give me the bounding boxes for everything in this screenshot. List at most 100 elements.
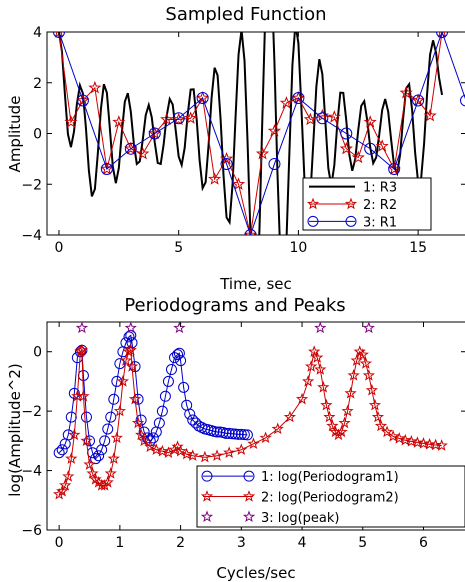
data-point <box>320 398 333 411</box>
series-layer <box>52 32 465 235</box>
data-point <box>338 416 351 429</box>
data-point <box>411 93 425 107</box>
y-axis-label: log(Amplitude^2) <box>6 363 24 497</box>
data-point <box>423 108 437 122</box>
data-point <box>68 428 81 441</box>
data-point <box>399 85 413 99</box>
legend-marker <box>242 490 256 502</box>
data-point <box>90 453 102 465</box>
data-point <box>223 446 236 458</box>
x-tick-label: 2 <box>176 535 185 551</box>
data-point <box>326 419 339 432</box>
data-point <box>62 470 75 482</box>
x-tick-label: 1 <box>115 535 124 551</box>
data-point <box>187 414 199 426</box>
data-point <box>368 398 382 411</box>
data-point <box>64 115 78 128</box>
data-point <box>110 431 123 444</box>
legend-entry: 3: log(peak) <box>261 511 340 526</box>
plot-marks <box>53 322 448 500</box>
data-point <box>335 425 348 438</box>
data-point <box>332 428 345 441</box>
data-point <box>124 343 137 356</box>
legend-marker <box>344 197 358 210</box>
data-point <box>124 141 138 155</box>
data-point <box>52 32 65 38</box>
series-line <box>58 32 443 235</box>
data-point <box>116 375 130 387</box>
data-point <box>159 390 171 402</box>
data-point <box>98 479 111 491</box>
data-point <box>172 112 186 126</box>
data-point <box>76 94 89 107</box>
x-tick-label: 6 <box>419 535 428 551</box>
data-point <box>124 322 137 334</box>
data-point <box>244 229 257 235</box>
legend-marker <box>345 215 357 227</box>
data-point <box>68 387 80 399</box>
data-point <box>65 411 77 423</box>
data-point <box>327 110 341 123</box>
series-3 <box>52 32 465 235</box>
data-point <box>323 410 336 423</box>
y-tick-label: −2 <box>21 404 42 420</box>
data-point <box>76 93 90 107</box>
data-point <box>131 416 145 429</box>
data-point <box>108 393 120 405</box>
data-point <box>172 349 184 361</box>
x-tick-label: 10 <box>289 240 307 256</box>
data-point <box>387 162 401 175</box>
x-axis-label: Time, sec <box>219 275 292 293</box>
data-point <box>371 410 385 423</box>
data-point <box>219 151 234 165</box>
data-point <box>165 364 177 376</box>
data-point <box>83 458 96 470</box>
data-point <box>53 487 66 500</box>
data-point <box>156 444 169 457</box>
data-point <box>232 428 244 440</box>
data-point <box>223 427 235 439</box>
x-tick-label: 3 <box>237 535 246 551</box>
tick-layer: 0 5 10 15 −4 −2 0 2 4 <box>21 25 465 256</box>
data-point <box>241 429 253 441</box>
data-point <box>317 380 330 393</box>
data-point <box>359 357 372 369</box>
data-point <box>417 437 430 449</box>
sampled-function-chart: Sampled Function 0 5 10 15 −4 −2 0 2 4 Time, sec… <box>6 4 465 293</box>
data-point <box>56 444 68 456</box>
data-point <box>436 32 449 38</box>
legend-entry: 2: R2 <box>363 198 397 213</box>
data-point <box>125 360 139 372</box>
data-point <box>80 411 92 423</box>
data-point <box>105 411 117 423</box>
data-point <box>340 127 353 140</box>
data-point <box>341 404 354 417</box>
data-point <box>365 383 378 396</box>
data-point <box>279 96 294 109</box>
tick-layer: 0 1 2 3 4 5 6 −6 −4 −2 0 <box>21 322 465 551</box>
data-point <box>104 467 117 479</box>
data-point <box>100 162 114 175</box>
data-point <box>99 435 111 447</box>
data-point <box>101 476 114 488</box>
data-point <box>168 443 181 455</box>
data-point <box>112 115 126 128</box>
data-point <box>53 447 65 459</box>
data-point <box>435 439 448 451</box>
data-point <box>460 94 465 107</box>
data-point <box>259 431 272 444</box>
data-point <box>429 438 442 451</box>
data-point <box>160 112 174 126</box>
data-point <box>292 91 305 104</box>
data-point <box>412 94 425 107</box>
data-point <box>210 449 224 461</box>
data-point <box>80 434 93 447</box>
data-point <box>231 177 246 190</box>
data-point <box>295 392 309 405</box>
data-point <box>226 428 238 440</box>
data-point <box>303 112 317 126</box>
data-point <box>150 443 163 455</box>
data-point <box>75 343 89 356</box>
data-point <box>314 363 327 375</box>
data-point <box>247 437 260 450</box>
